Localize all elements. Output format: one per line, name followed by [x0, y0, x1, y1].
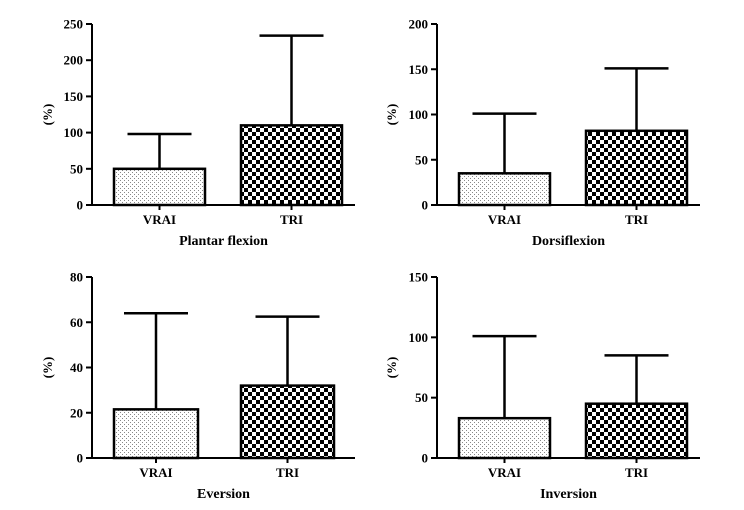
x-tick-label: VRAI [143, 212, 176, 227]
chart-panel-3: 0 20 40 60 80 (%) VRAI TRI Eversion [40, 270, 355, 502]
y-tick-label: 0 [77, 451, 84, 466]
y-axis-label: (%) [384, 357, 399, 379]
y-tick-label: 80 [70, 270, 83, 285]
y-tick-label: 0 [77, 198, 84, 213]
y-tick-label: 100 [64, 125, 84, 140]
bar-tri [584, 129, 689, 207]
chart-title: Inversion [540, 487, 597, 502]
y-axis-label: (%) [40, 104, 55, 126]
y-tick-label: 150 [409, 62, 429, 77]
x-tick-label: TRI [280, 212, 303, 227]
x-tick-label: VRAI [488, 465, 521, 480]
y-tick-label: 50 [415, 390, 428, 405]
x-tick-label: TRI [625, 465, 648, 480]
y-tick-label: 50 [415, 152, 428, 167]
chart-title: Dorsiflexion [532, 234, 605, 249]
chart-panel-2: 0 50 100 150 200 (%) VRAI TRI Dorsiflexion [384, 17, 700, 249]
bar-tri [239, 384, 336, 460]
y-tick-label: 20 [70, 405, 83, 420]
bar-vrai [457, 416, 552, 460]
x-tick-label: TRI [276, 465, 299, 480]
y-axis-label: (%) [384, 104, 399, 126]
y-tick-label: 50 [70, 161, 83, 176]
x-tick-label: VRAI [139, 465, 172, 480]
y-tick-label: 250 [64, 17, 84, 32]
chart-title: Eversion [197, 487, 250, 502]
bar-tri [584, 402, 689, 460]
chart-panel-1: 0 50 100 150 200 250 (%) VRAI TRI Plantar flexion [40, 17, 355, 249]
chart-panel-4: 0 50 100 150 (%) VRAI TRI Inversion [384, 270, 700, 502]
x-tick-label: VRAI [488, 212, 521, 227]
y-tick-label: 100 [409, 330, 429, 345]
bar-vrai [457, 172, 552, 207]
x-tick-label: TRI [625, 212, 648, 227]
y-tick-label: 150 [64, 89, 84, 104]
y-tick-label: 100 [409, 107, 429, 122]
y-tick-label: 60 [70, 315, 83, 330]
y-tick-label: 0 [422, 198, 429, 213]
y-tick-label: 40 [70, 360, 83, 375]
y-tick-label: 0 [422, 451, 429, 466]
y-tick-label: 200 [64, 53, 84, 68]
y-axis-label: (%) [40, 357, 55, 379]
bar-vrai [112, 167, 207, 207]
bar-tri [239, 124, 344, 207]
bar-vrai [112, 408, 200, 460]
y-tick-label: 200 [409, 17, 429, 32]
y-tick-label: 150 [409, 270, 429, 285]
chart-title: Plantar flexion [179, 234, 268, 249]
